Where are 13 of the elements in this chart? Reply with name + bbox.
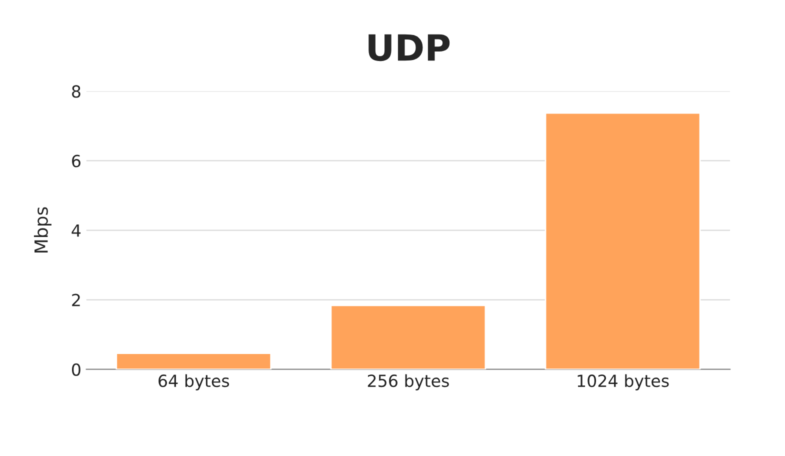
x-tick-label: 1024 bytes	[578, 374, 669, 390]
x-tick-label: 256 bytes	[368, 374, 449, 390]
y-tick-label: 2	[72, 294, 80, 306]
bar	[116, 352, 272, 370]
x-tick-label: 64 bytes	[158, 374, 230, 390]
bar	[330, 304, 486, 370]
y-axis-title: Mbps	[34, 207, 52, 252]
y-tick-label: 8	[72, 85, 80, 98]
y-tick-label: 4	[72, 224, 81, 237]
y-tick-label: 6	[72, 154, 80, 168]
y-tick-label: 0	[72, 363, 80, 376]
bar	[544, 112, 701, 370]
chart-title: UDP	[368, 34, 450, 62]
